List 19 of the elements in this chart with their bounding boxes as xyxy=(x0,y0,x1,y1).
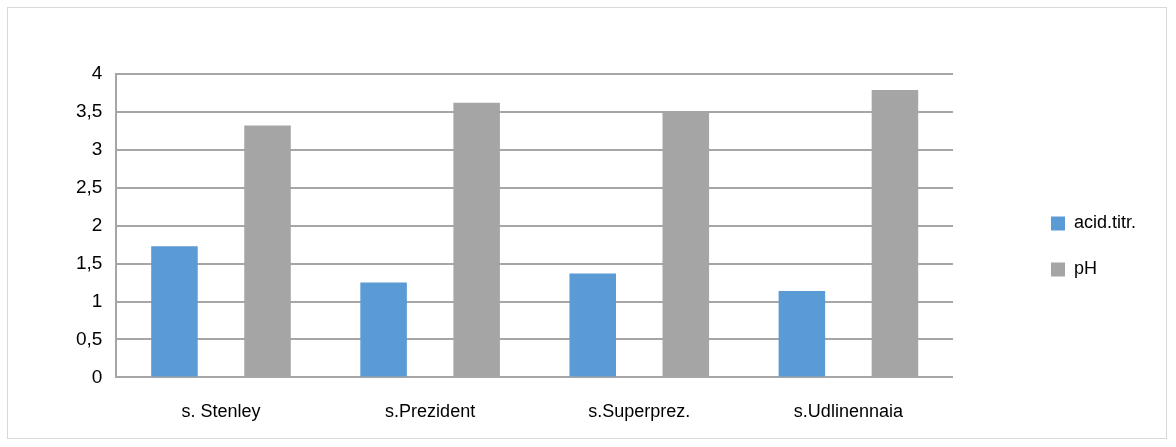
bar xyxy=(151,246,198,377)
bar xyxy=(360,282,407,377)
legend-label: acid.titr. xyxy=(1073,212,1137,233)
x-tick-label: s.Prezident xyxy=(385,401,476,422)
bar xyxy=(569,273,616,377)
y-tick-label: 3 xyxy=(91,138,103,160)
x-tick-label: s. Stenley xyxy=(181,401,261,422)
y-tick-label: 0 xyxy=(91,365,103,387)
y-tick-label: 4 xyxy=(91,62,103,84)
y-tick-label: 3,5 xyxy=(75,100,103,122)
bar xyxy=(778,290,826,377)
y-tick-label: 1 xyxy=(91,289,103,311)
y-tick-label: 2 xyxy=(91,213,103,235)
legend-label: pH xyxy=(1073,258,1097,279)
y-tick-label: 0,5 xyxy=(75,327,103,349)
y-tick-label: 1,5 xyxy=(75,251,103,273)
x-tick-label: s.Superprez. xyxy=(588,401,691,422)
x-tick-label: s.Udlinennaia xyxy=(793,401,904,422)
y-tick-label: 2,5 xyxy=(75,176,103,198)
